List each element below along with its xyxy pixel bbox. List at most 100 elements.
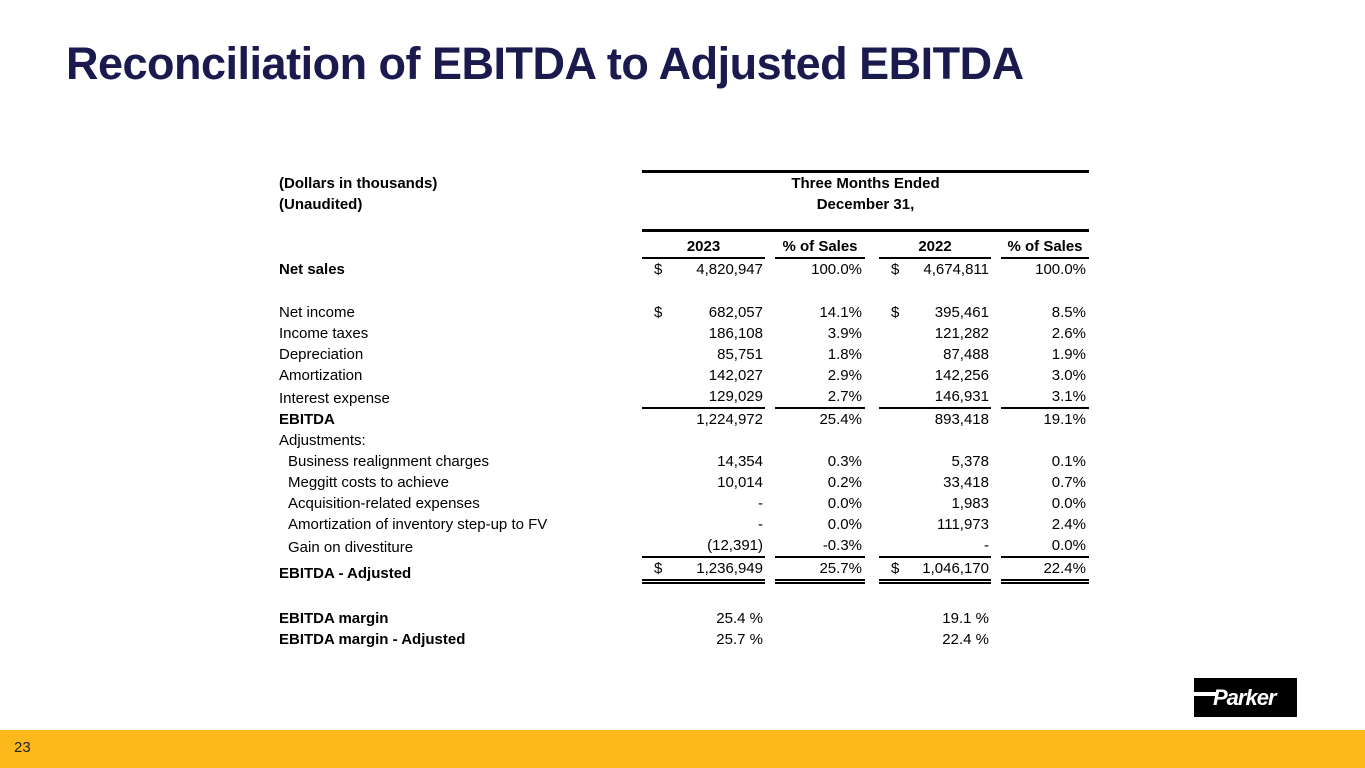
logo-wordmark: Parker xyxy=(1213,684,1277,710)
value-2022: 33,418 xyxy=(879,472,991,493)
table-row: Adjustments: xyxy=(279,430,1089,451)
pct-of-sales-2023: -0.3% xyxy=(775,535,865,558)
value-text: 25.7 % xyxy=(716,631,763,648)
table-row: Interest expense 129,029 2.7% 146,931 3.1% xyxy=(279,386,1089,409)
value-text: 1,236,949 xyxy=(696,560,763,577)
row-label: EBITDA - Adjusted xyxy=(279,565,412,582)
table-row: EBITDA 1,224,972 25.4% 893,418 19.1% xyxy=(279,409,1089,430)
value-text: 893,418 xyxy=(934,411,989,428)
value-text: 1,224,972 xyxy=(696,411,763,428)
value-2022: 19.1 % xyxy=(879,608,991,629)
value-text: 146,931 xyxy=(934,388,989,405)
footer-bar: 23 xyxy=(0,730,1365,768)
table-header-row-1: (Dollars in thousands) Three Months Ende… xyxy=(279,170,1089,194)
row-label: Business realignment charges xyxy=(288,453,489,470)
pct-of-sales-2022: 0.0% xyxy=(1051,495,1086,512)
dollar-sign: $ xyxy=(891,261,900,278)
value-text: 186,108 xyxy=(708,325,763,342)
row-label: EBITDA xyxy=(279,411,335,428)
dollar-sign xyxy=(642,472,654,493)
value-text: 111,973 xyxy=(937,516,989,533)
value-text: 25.4 % xyxy=(716,610,763,627)
table-row: EBITDA margin - Adjusted 25.7 % 22.4 % xyxy=(279,629,1089,650)
table-row: Amortization 142,027 2.9% 142,256 3.0% xyxy=(279,365,1089,386)
value-2023: 10,014 xyxy=(642,472,765,493)
value-2022: 893,418 xyxy=(879,409,991,430)
dollar-sign xyxy=(879,514,891,535)
value-2022: 22.4 % xyxy=(879,629,991,650)
value-text: 1,983 xyxy=(951,495,989,512)
dollar-sign xyxy=(879,493,891,514)
value-2022: 121,282 xyxy=(879,323,991,344)
table-row: Net income $682,057 14.1% $395,461 8.5% xyxy=(279,302,1089,323)
dollar-sign xyxy=(879,629,891,650)
value-text: 129,029 xyxy=(708,388,763,405)
dollar-sign xyxy=(879,365,891,386)
column-header-pct-2023: % of Sales xyxy=(775,236,865,259)
pct-of-sales-2022: 100.0% xyxy=(1035,261,1086,278)
table-body: Net sales $4,820,947 100.0% $4,674,811 100.0… xyxy=(279,259,1089,650)
pct-of-sales-2022: 2.4% xyxy=(1051,516,1086,533)
row-label: Amortization xyxy=(279,367,363,384)
value-2022: 5,378 xyxy=(879,451,991,472)
row-label: EBITDA margin - Adjusted xyxy=(279,631,466,648)
period-header-line2: December 31, xyxy=(816,196,915,213)
table-mid-rule-row xyxy=(279,215,1089,236)
dollar-sign xyxy=(879,386,891,407)
value-2023: $1,236,949 xyxy=(642,558,765,584)
value-text: 682,057 xyxy=(708,304,763,321)
dollar-sign xyxy=(642,608,654,629)
dollar-sign: $ xyxy=(891,304,900,321)
value-2022: 142,256 xyxy=(879,365,991,386)
dollar-sign xyxy=(642,344,654,365)
value-text: 19.1 % xyxy=(942,610,989,627)
value-2023: - xyxy=(642,514,765,535)
dollars-note: (Dollars in thousands) xyxy=(279,175,438,192)
dollar-sign xyxy=(642,629,654,650)
pct-of-sales-2022: 2.6% xyxy=(1051,325,1086,342)
table-row: EBITDA - Adjusted $1,236,949 25.7% $1,046,1… xyxy=(279,558,1089,584)
row-label: Income taxes xyxy=(279,325,369,342)
value-2022: $395,461 xyxy=(879,302,991,323)
pct-of-sales-2022: 8.5% xyxy=(1051,304,1086,321)
value-2022: 1,983 xyxy=(879,493,991,514)
value-text: 121,282 xyxy=(934,325,989,342)
value-text: 142,027 xyxy=(708,367,763,384)
row-label: Net income xyxy=(279,304,355,321)
value-text: - xyxy=(758,516,763,533)
value-text: 1,046,170 xyxy=(922,560,989,577)
pct-of-sales-2022: 0.0% xyxy=(1001,535,1089,558)
pct-of-sales-2023: 0.2% xyxy=(827,474,862,491)
value-text: 5,378 xyxy=(951,453,989,470)
value-2023: 14,354 xyxy=(642,451,765,472)
row-label: Adjustments: xyxy=(279,432,366,449)
row-label: Interest expense xyxy=(279,390,390,407)
table-row: Income taxes 186,108 3.9% 121,282 2.6% xyxy=(279,323,1089,344)
value-text: - xyxy=(984,537,989,554)
dollar-sign: $ xyxy=(891,560,900,577)
pct-of-sales-2023: 25.7% xyxy=(775,558,865,584)
table-row: Meggitt costs to achieve 10,014 0.2% 33,418… xyxy=(279,472,1089,493)
dollar-sign xyxy=(642,451,654,472)
value-text: 22.4 % xyxy=(942,631,989,648)
column-header-pct-2022: % of Sales xyxy=(1001,236,1089,259)
pct-of-sales-2023: 0.3% xyxy=(827,453,862,470)
row-label: Amortization of inventory step-up to FV xyxy=(288,516,548,533)
value-text: 142,256 xyxy=(934,367,989,384)
value-2022: 146,931 xyxy=(879,386,991,409)
value-2023: (12,391) xyxy=(642,535,765,558)
dollar-sign xyxy=(879,608,891,629)
column-header-2022: 2022 xyxy=(879,236,991,259)
dollar-sign xyxy=(642,323,654,344)
value-2023: 25.4 % xyxy=(642,608,765,629)
pct-of-sales-2022: 3.1% xyxy=(1001,386,1089,409)
row-label: Net sales xyxy=(279,261,345,278)
pct-of-sales-2022: 19.1% xyxy=(1043,411,1086,428)
table-row: EBITDA margin 25.4 % 19.1 % xyxy=(279,608,1089,629)
pct-of-sales-2023: 0.0% xyxy=(827,495,862,512)
column-header-2023: 2023 xyxy=(642,236,765,259)
pct-of-sales-2022: 3.0% xyxy=(1051,367,1086,384)
value-text: 14,354 xyxy=(717,453,763,470)
table-row: Business realignment charges 14,354 0.3% 5,… xyxy=(279,451,1089,472)
dollar-sign xyxy=(642,365,654,386)
